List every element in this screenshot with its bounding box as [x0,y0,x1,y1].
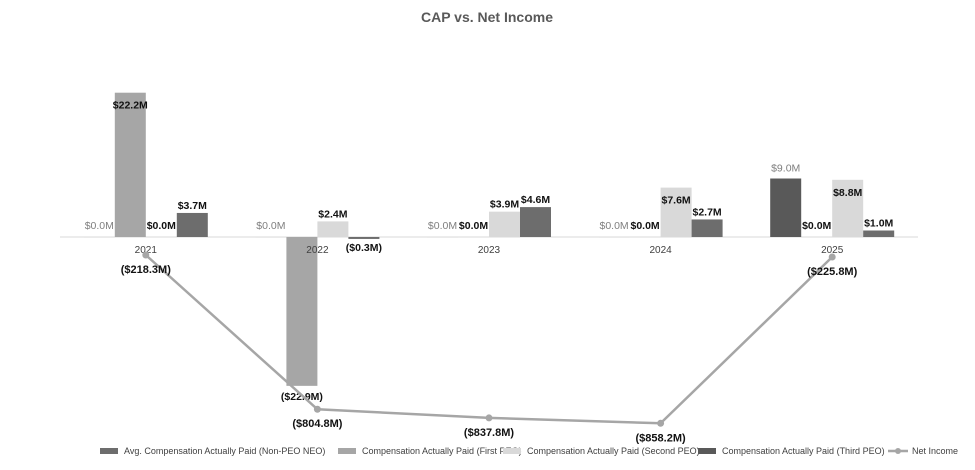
bar-compensation-actually-paid-first-peo--2021 [114,92,146,237]
legend-swatch [100,448,118,454]
data-label: $4.6M [521,194,550,206]
data-label: ($0.3M) [346,242,382,254]
net-income-label: ($837.8M) [464,427,514,439]
legend-item: Compensation Actually Paid (Third PEO) [698,446,885,456]
plot-area: $0.0M$22.2M$0.0M$3.7M2021$0.0M($22.9M)$2… [60,92,918,444]
bar-avg-compensation-actually-paid-non-peo-neo--2021 [176,212,208,237]
legend-item: Avg. Compensation Actually Paid (Non-PEO… [100,446,325,456]
bar-avg-compensation-actually-paid-non-peo-neo--2024 [691,219,723,237]
legend-item: Net Income [888,446,958,456]
x-tick-label: 2022 [306,245,329,256]
bar-compensation-actually-paid-second-peo--2023 [489,211,520,237]
net-income-point [485,414,493,422]
data-label: $0.0M [428,220,457,232]
bar-avg-compensation-actually-paid-non-peo-neo--2025 [863,230,895,237]
data-label: $9.0M [771,163,800,175]
legend-swatch [503,448,521,454]
net-income-point [313,405,321,413]
x-tick-label: 2021 [135,245,158,256]
bar-compensation-actually-paid-second-peo--2024 [660,187,692,237]
bar-compensation-actually-paid-third-peo--2025 [770,178,802,237]
bar-avg-compensation-actually-paid-non-peo-neo--2022 [348,237,380,239]
bar-avg-compensation-actually-paid-non-peo-neo--2023 [520,207,551,237]
data-label: $22.2M [113,100,148,112]
legend-label: Compensation Actually Paid (Third PEO) [722,446,885,456]
data-label: $2.7M [693,206,722,218]
data-label: $3.7M [178,200,207,212]
data-label: $3.9M [490,199,519,211]
legend-label: Avg. Compensation Actually Paid (Non-PEO… [124,446,325,456]
net-income-point [828,253,836,261]
data-label: $0.0M [600,220,629,232]
data-label: $0.0M [631,220,660,232]
legend-label: Compensation Actually Paid (First PEO) [362,446,522,456]
data-label: $0.0M [802,220,831,232]
data-label: $0.0M [459,220,488,232]
data-label: $2.4M [318,208,347,220]
data-label: $7.6M [662,195,691,207]
net-income-label: ($218.3M) [121,264,171,276]
net-income-label: ($858.2M) [636,432,686,444]
net-income-label: ($225.8M) [807,266,857,278]
data-label: $0.0M [256,220,285,232]
legend-label: Net Income [912,446,958,456]
x-tick-label: 2023 [478,245,501,256]
net-income-point [142,251,150,259]
legend-item: Compensation Actually Paid (First PEO) [338,446,522,456]
chart-title: CAP vs. Net Income [421,9,553,25]
x-tick-label: 2024 [649,245,672,256]
bar-compensation-actually-paid-second-peo--2025 [832,179,864,237]
data-label: $1.0M [864,218,893,230]
legend: Avg. Compensation Actually Paid (Non-PEO… [100,446,958,456]
data-label: $0.0M [147,220,176,232]
net-income-line [144,254,834,425]
legend-swatch [338,448,356,454]
legend-swatch [698,448,716,454]
net-income-label: ($804.8M) [292,418,342,430]
bar-compensation-actually-paid-second-peo--2022 [317,221,349,237]
data-label: $0.0M [85,220,114,232]
data-label: $8.8M [833,187,862,199]
x-tick-label: 2025 [821,245,844,256]
net-income-point [657,419,665,427]
legend-label: Compensation Actually Paid (Second PEO) [527,446,700,456]
bar-compensation-actually-paid-first-peo--2022 [286,237,318,386]
legend-item: Compensation Actually Paid (Second PEO) [503,446,700,456]
legend-marker [895,448,901,454]
